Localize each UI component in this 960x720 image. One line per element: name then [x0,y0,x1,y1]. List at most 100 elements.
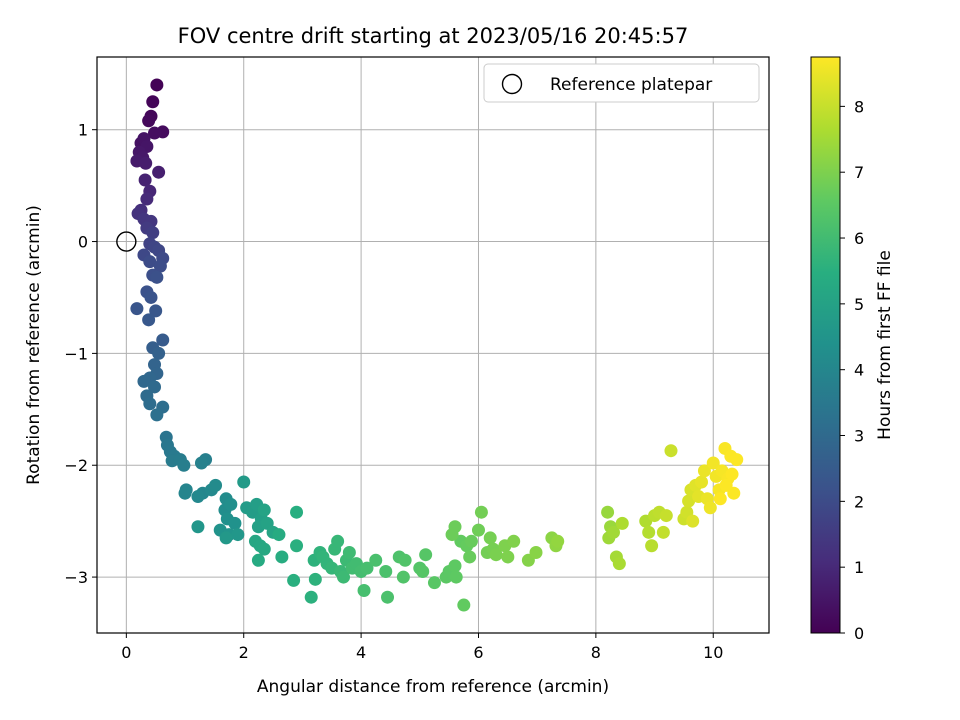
colorbar-tick-label: 8 [854,97,864,116]
x-tick-label: 0 [121,643,131,662]
data-point [143,255,157,269]
x-tick-label: 10 [703,643,723,662]
data-point [419,548,433,562]
data-point [730,453,744,467]
data-point [457,598,471,612]
data-point [501,550,515,564]
data-point [713,492,727,506]
data-point [290,505,304,519]
colorbar-tick-label: 3 [854,427,864,446]
data-point [489,548,503,562]
data-point [664,444,678,458]
grid [97,57,769,633]
y-tick-label: −2 [64,456,88,475]
data-point [703,501,717,515]
data-point [150,408,164,422]
y-axis-label: Rotation from reference (arcmin) [24,205,44,485]
data-point [152,165,166,179]
data-point [143,397,157,411]
colorbar-tick-label: 5 [854,295,864,314]
data-point [148,380,162,394]
data-point [682,494,696,508]
data-point [150,78,164,92]
data-point [272,528,286,542]
x-axis-label: Angular distance from reference (arcmin) [257,677,609,697]
data-point [615,516,629,530]
data-point [396,570,410,584]
data-point [695,475,709,489]
data-point [257,542,271,556]
data-point [142,114,156,128]
colorbar-tick-label: 1 [854,558,864,577]
data-point [209,478,223,492]
data-point [336,570,350,584]
data-point [416,564,430,578]
data-point [448,559,462,573]
colorbar-tick-label: 4 [854,361,864,380]
plot-frame [96,56,770,634]
data-point [191,490,205,504]
data-point [483,531,497,545]
data-point [130,302,144,316]
data-point [369,553,383,567]
legend-box [483,63,760,103]
data-point [149,304,163,318]
data-point [153,259,167,273]
legend-marker-reference [501,73,523,95]
data-point [178,486,192,500]
data-point [642,525,656,539]
data-point [191,520,205,534]
data-point [177,458,191,472]
colorbar-ticks: 0 1 2 3 4 5 6 7 8 [840,97,864,643]
data-point [308,572,322,586]
data-point [138,173,152,187]
data-point [146,226,160,240]
colorbar-label: Hours from first FF file [875,250,895,440]
y-axis: −3 −2 −1 0 1 [64,121,97,587]
data-point [448,520,462,534]
data-point [551,534,565,548]
data-point [601,505,615,519]
data-point [706,456,720,470]
data-point [398,553,412,567]
data-point [142,313,156,327]
data-point [719,478,733,492]
data-point [686,514,700,528]
x-tick-label: 6 [473,643,483,662]
x-tick-label: 8 [591,643,601,662]
data-point [144,290,158,304]
points-layer [130,78,744,612]
x-tick-label: 4 [356,643,366,662]
reference-marker [116,231,137,252]
data-point [156,333,170,347]
data-point [463,550,477,564]
data-point [140,192,154,206]
data-point [150,270,164,284]
data-point [656,525,670,539]
colorbar: 0 1 2 3 4 5 6 7 8 Hours from first FF file [810,56,895,643]
data-point [427,576,441,590]
data-point [449,570,463,584]
colorbar-tick-label: 2 [854,492,864,511]
data-point [464,534,478,548]
y-tick-label: −3 [64,568,88,587]
data-point [228,516,242,530]
chart-title: FOV centre drift starting at 2023/05/16 … [178,24,689,48]
colorbar-gradient [810,56,841,634]
data-point [381,590,395,604]
data-point [237,475,251,489]
colorbar-tick-label: 6 [854,229,864,248]
data-point [357,583,371,597]
data-point [507,534,521,548]
data-point [275,550,289,564]
data-point [360,561,374,575]
data-point [146,95,160,109]
data-point [152,346,166,360]
x-tick-label: 2 [239,643,249,662]
data-point [251,553,265,567]
data-point [659,509,673,523]
data-point [529,545,543,559]
data-point [471,523,485,537]
colorbar-tick-label: 0 [854,624,864,643]
data-point [331,534,345,548]
